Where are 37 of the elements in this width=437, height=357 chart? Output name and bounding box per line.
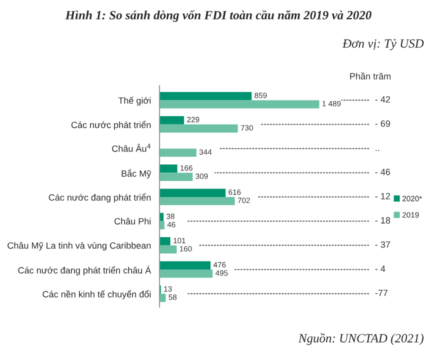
text: - 12: [375, 192, 390, 200]
y-tick-label: Thế giới: [118, 96, 151, 106]
text: ..: [376, 150, 380, 151]
text: Phần trăm: [350, 72, 391, 80]
y-tick-label: Châu Phi: [114, 218, 151, 225]
text: - 42: [375, 96, 390, 103]
y-tick-label: Châu Âu$^{4}$: [112, 144, 151, 152]
bar: [160, 188, 226, 197]
bar: [160, 148, 196, 157]
text: - 46: [375, 168, 390, 176]
bar: [160, 92, 252, 100]
text: Nguồn: UNCTAD (2021): [298, 333, 424, 346]
y-tick-label: Các nước phát triển: [71, 120, 151, 130]
bar: [160, 261, 211, 270]
bar: [160, 245, 177, 254]
bar: [160, 116, 184, 124]
y-tick-label: Các nước đang phát triển: [48, 193, 151, 202]
text: - 37: [375, 241, 390, 248]
y-tick-label: Châu Mỹ La tinh và vùng Caribbean: [8, 242, 151, 251]
bar: [160, 237, 170, 246]
bar: [160, 221, 164, 230]
text: -77: [375, 290, 388, 296]
bar: [160, 270, 213, 278]
bar: [160, 294, 166, 302]
y-tick-label: Các nước đang phát triển châu Á: [18, 266, 152, 276]
text: - 4: [375, 266, 386, 272]
chart-title: Hình 1: So sánh dòng vốn FDI toàn cầu năm 2019 và 2020: [65, 10, 372, 22]
text: - 18: [375, 217, 390, 224]
bar: [160, 164, 178, 173]
y-tick-label: Các nền kinh tế chuyển đổi: [42, 290, 151, 300]
text: - 69: [375, 120, 390, 127]
bar: [160, 172, 193, 181]
text: Đơn vị: Tỷ USD: [342, 38, 424, 50]
bar: [160, 124, 238, 133]
bar: [160, 196, 235, 206]
y-tick-label: Bắc Mỹ: [122, 168, 152, 179]
bar: [160, 100, 320, 108]
